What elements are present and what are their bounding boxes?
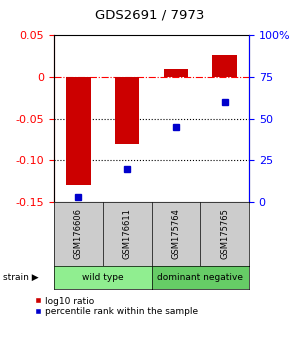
Bar	[164, 69, 188, 77]
Text: GSM175764: GSM175764	[171, 208, 180, 259]
Text: GSM175765: GSM175765	[220, 208, 229, 259]
Text: wild type: wild type	[82, 273, 124, 281]
Text: strain ▶: strain ▶	[3, 273, 39, 281]
Legend: log10 ratio, percentile rank within the sample: log10 ratio, percentile rank within the …	[34, 297, 199, 316]
Text: GSM176611: GSM176611	[123, 208, 132, 259]
Bar	[115, 77, 139, 144]
Text: GDS2691 / 7973: GDS2691 / 7973	[95, 8, 205, 21]
Text: dominant negative: dominant negative	[157, 273, 243, 281]
Bar	[212, 55, 237, 77]
Text: GSM176606: GSM176606	[74, 208, 83, 259]
Bar	[66, 77, 91, 185]
